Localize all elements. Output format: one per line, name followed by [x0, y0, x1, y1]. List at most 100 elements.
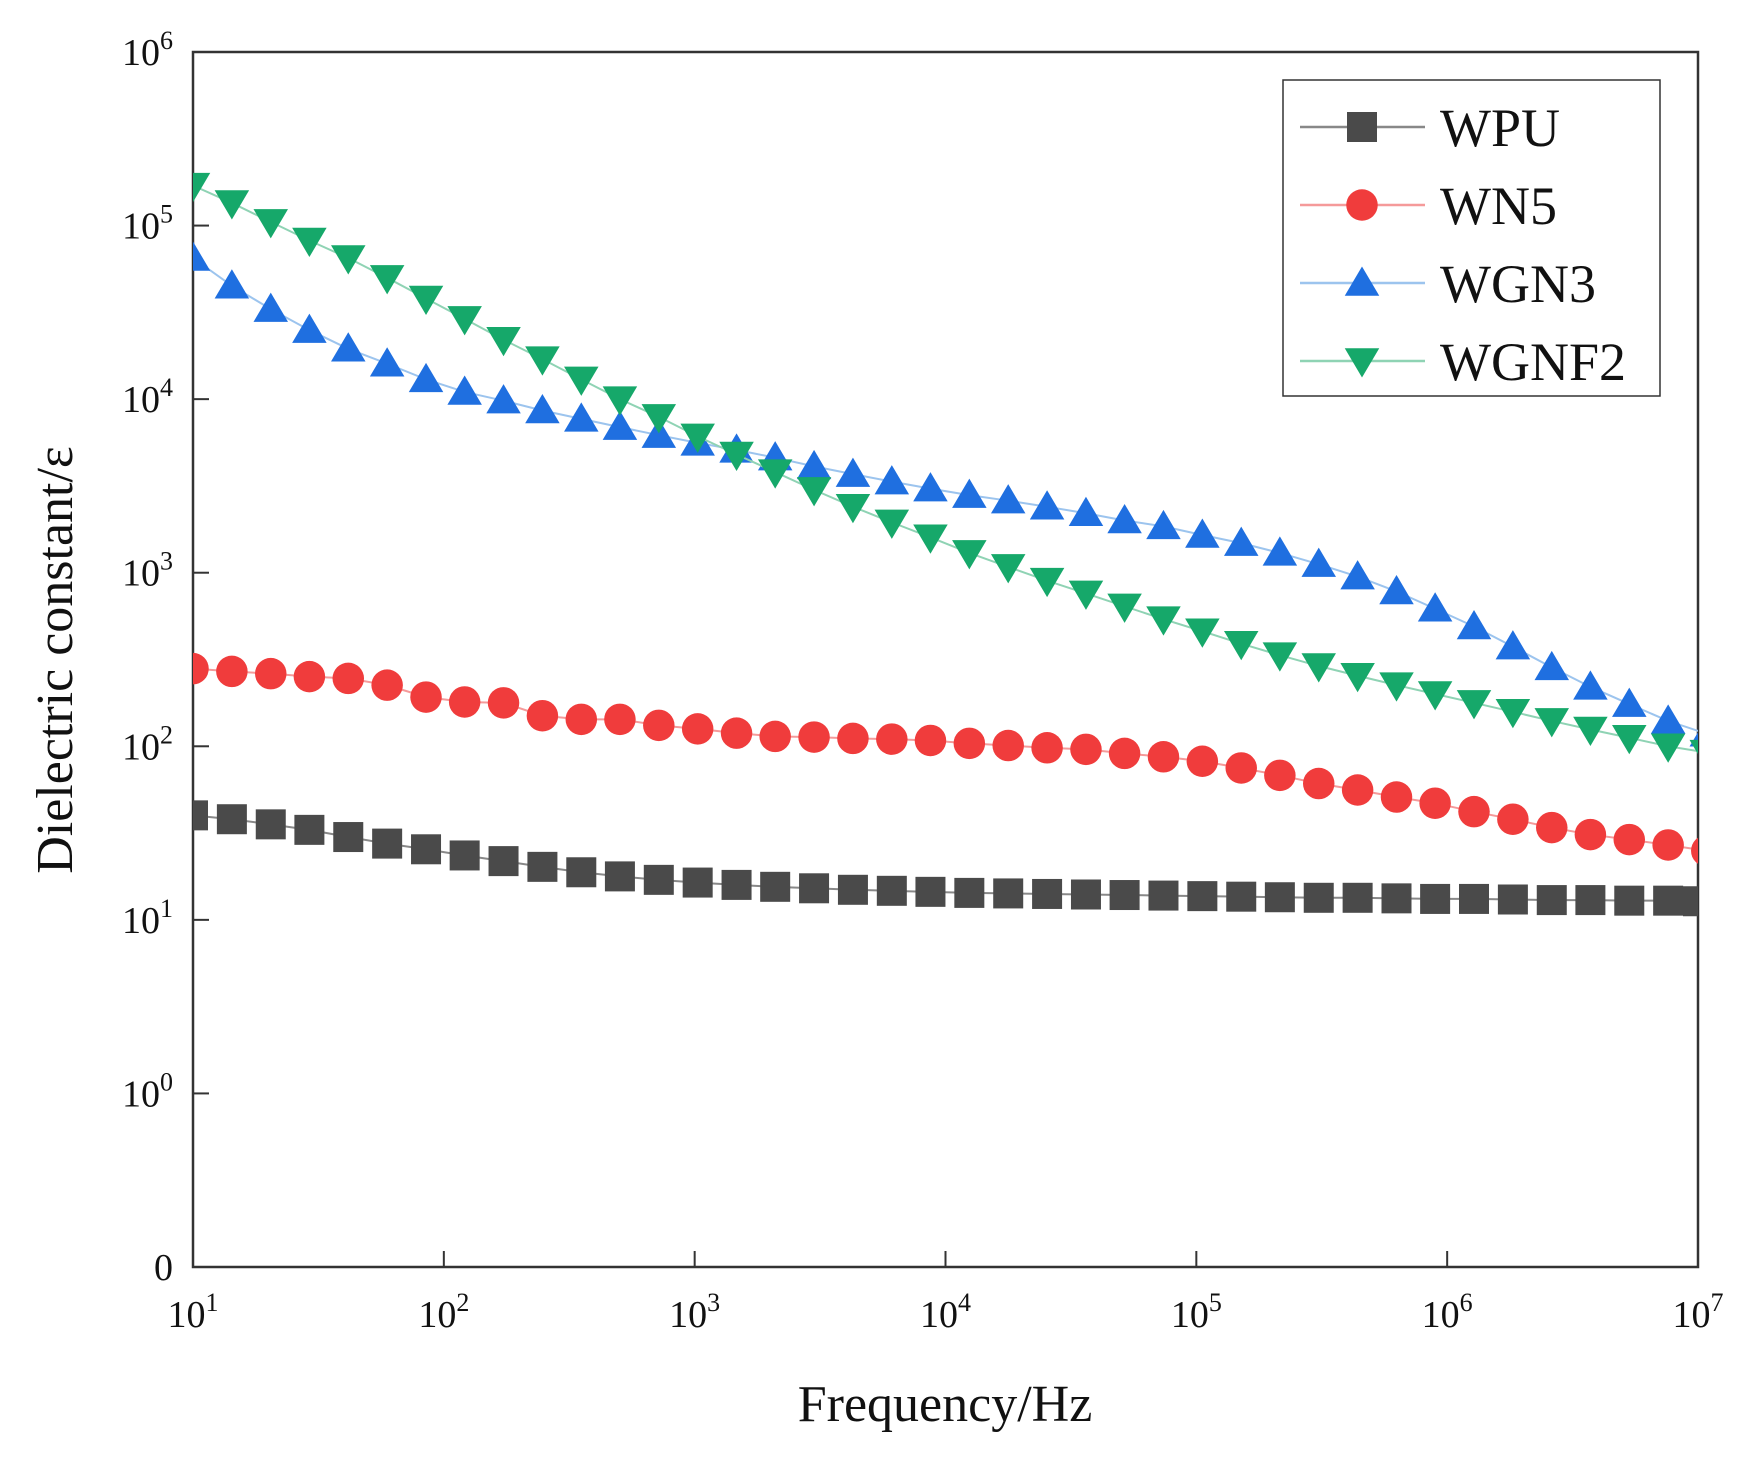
data-point: [719, 441, 754, 471]
data-point: [565, 703, 598, 736]
data-point: [874, 509, 910, 539]
data-point: [331, 332, 366, 362]
data-point: [682, 867, 713, 898]
data-point: [835, 457, 871, 487]
data-point: [294, 814, 325, 845]
x-tick-label: 101: [168, 1288, 219, 1336]
data-point: [1070, 733, 1102, 766]
data-point: [874, 465, 910, 495]
y-axis-title: Dielectric constant/ε: [27, 446, 84, 874]
data-point: [604, 861, 635, 892]
series-wgnf2: [193, 172, 1745, 775]
y-tick-label: 103: [122, 547, 173, 595]
data-point: [1495, 630, 1531, 660]
data-point: [992, 729, 1024, 762]
data-point: [332, 662, 365, 695]
data-point: [759, 720, 791, 753]
data-point: [1225, 752, 1257, 784]
data-point: [604, 703, 636, 736]
data-point: [448, 686, 481, 718]
data-point: [757, 459, 793, 489]
data-point: [1341, 774, 1374, 806]
data-point: [1419, 787, 1451, 819]
data-point: [253, 209, 289, 239]
series-wgn3: [193, 241, 1698, 747]
series-wn5: [193, 652, 1698, 864]
data-point: [1223, 526, 1259, 556]
data-point: [1185, 618, 1220, 648]
data-point: [411, 834, 442, 865]
legend-marker: [1347, 112, 1377, 142]
data-point: [292, 227, 327, 258]
data-point: [525, 346, 560, 376]
data-point: [369, 347, 405, 377]
data-point: [602, 410, 638, 440]
y-tick-label: 100: [122, 1067, 173, 1115]
data-point: [1264, 882, 1295, 913]
data-point: [1148, 880, 1179, 911]
data-point: [1574, 818, 1607, 851]
legend: WPU WN5 WGN3 WGNF2: [1282, 79, 1661, 397]
data-point: [1614, 885, 1645, 916]
data-point: [1417, 592, 1453, 622]
legend-marker: [1346, 189, 1378, 221]
data-point: [1689, 739, 1698, 755]
data-point: [1652, 829, 1684, 861]
data-point: [1146, 509, 1181, 540]
data-point: [1070, 879, 1101, 910]
data-point: [1381, 883, 1412, 914]
data-point: [796, 449, 832, 480]
data-point: [1534, 708, 1570, 738]
data-point: [1342, 882, 1373, 913]
data-point: [798, 721, 830, 753]
x-tick-label: 106: [1422, 1288, 1473, 1336]
data-point: [526, 699, 559, 732]
x-tick-label: 104: [920, 1288, 971, 1336]
data-point: [1495, 699, 1531, 729]
data-point: [486, 384, 521, 414]
data-point: [488, 846, 519, 877]
data-point: [1301, 653, 1336, 683]
data-point: [643, 864, 674, 895]
data-point: [1573, 716, 1608, 746]
data-point: [1109, 880, 1140, 911]
data-point: [721, 869, 752, 900]
data-point: [255, 809, 286, 840]
data-point: [952, 540, 987, 570]
data-point: [914, 724, 947, 757]
data-point: [953, 727, 986, 760]
data-point: [447, 375, 482, 405]
data-point: [1612, 687, 1647, 717]
data-point: [1262, 642, 1298, 672]
data-point: [1303, 882, 1334, 913]
data-point: [564, 366, 599, 396]
x-tick-label: 107: [1673, 1288, 1724, 1336]
data-point: [1497, 884, 1528, 915]
data-point: [1340, 560, 1375, 590]
data-point: [408, 362, 444, 393]
data-point: [1223, 630, 1259, 661]
data-point: [214, 190, 250, 220]
data-point: [527, 851, 558, 882]
data-point: [1187, 881, 1218, 912]
data-point: [799, 873, 830, 904]
data-point: [525, 394, 560, 424]
data-point: [1459, 883, 1490, 914]
data-point: [1728, 746, 1745, 775]
data-point: [193, 172, 211, 203]
data-point: [1031, 732, 1063, 764]
data-point: [292, 313, 327, 343]
legend-box: [1282, 79, 1661, 397]
data-point: [1147, 741, 1180, 773]
data-point: [1032, 878, 1063, 909]
data-point: [835, 493, 871, 524]
data-point: [1301, 547, 1336, 577]
data-point: [293, 660, 326, 693]
data-point: [1226, 881, 1257, 912]
series-line: [193, 814, 1698, 903]
data-point: [333, 822, 364, 853]
legend-label: WGNF2: [1440, 332, 1626, 392]
data-point: [643, 709, 675, 742]
y-tick-label: 101: [122, 894, 173, 942]
data-point: [255, 657, 287, 690]
